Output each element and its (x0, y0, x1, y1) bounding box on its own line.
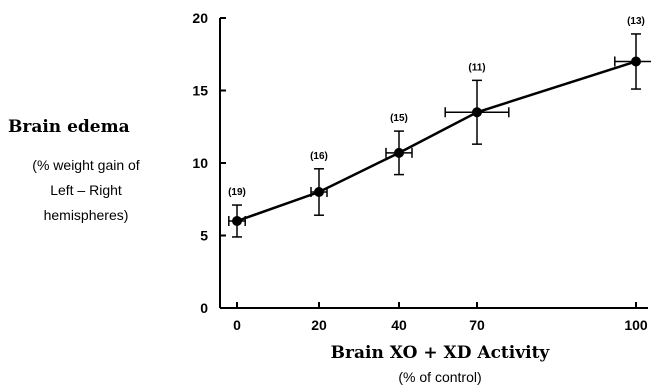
data-point (314, 187, 324, 197)
sample-size-label: (16) (310, 151, 328, 162)
sample-size-label: (11) (468, 62, 485, 73)
data-point (394, 147, 404, 158)
chart-axes: 0 5 10 15 20 0 20 40 70 100 (192, 10, 648, 333)
series-line (236, 60, 637, 223)
y-tick-label: 5 (200, 228, 208, 244)
data-point (472, 107, 482, 118)
data-point (232, 216, 242, 226)
x-axis-title: Brain XO + XD Activity (330, 343, 550, 363)
x-tick-label: 70 (469, 317, 485, 333)
y-tick-label: 20 (192, 10, 208, 26)
x-axis-subtitle: (% of control) (398, 369, 482, 385)
x-tick-label: 0 (233, 317, 241, 333)
sample-size-label: (13) (627, 16, 645, 27)
x-tick-label: 40 (391, 317, 407, 333)
data-point (631, 56, 641, 67)
sample-size-label: (19) (228, 187, 246, 198)
y-tick-label: 15 (192, 83, 208, 99)
y-tick-label: 0 (200, 300, 208, 316)
y-tick-label: 10 (192, 155, 208, 171)
y-axis-subtitle-line-2: Left – Right (50, 182, 122, 198)
sample-size-label: (15) (390, 113, 408, 124)
x-tick-label: 100 (624, 317, 648, 333)
chart-marks: (19) (16) (15) (11) (13) (228, 16, 651, 238)
x-tick-label: 20 (311, 317, 327, 333)
y-axis-subtitle-line-3: hemispheres) (43, 207, 129, 223)
y-axis-subtitle-line-1: (% weight gain of (32, 157, 140, 173)
y-axis-title: Brain edema (8, 117, 130, 137)
